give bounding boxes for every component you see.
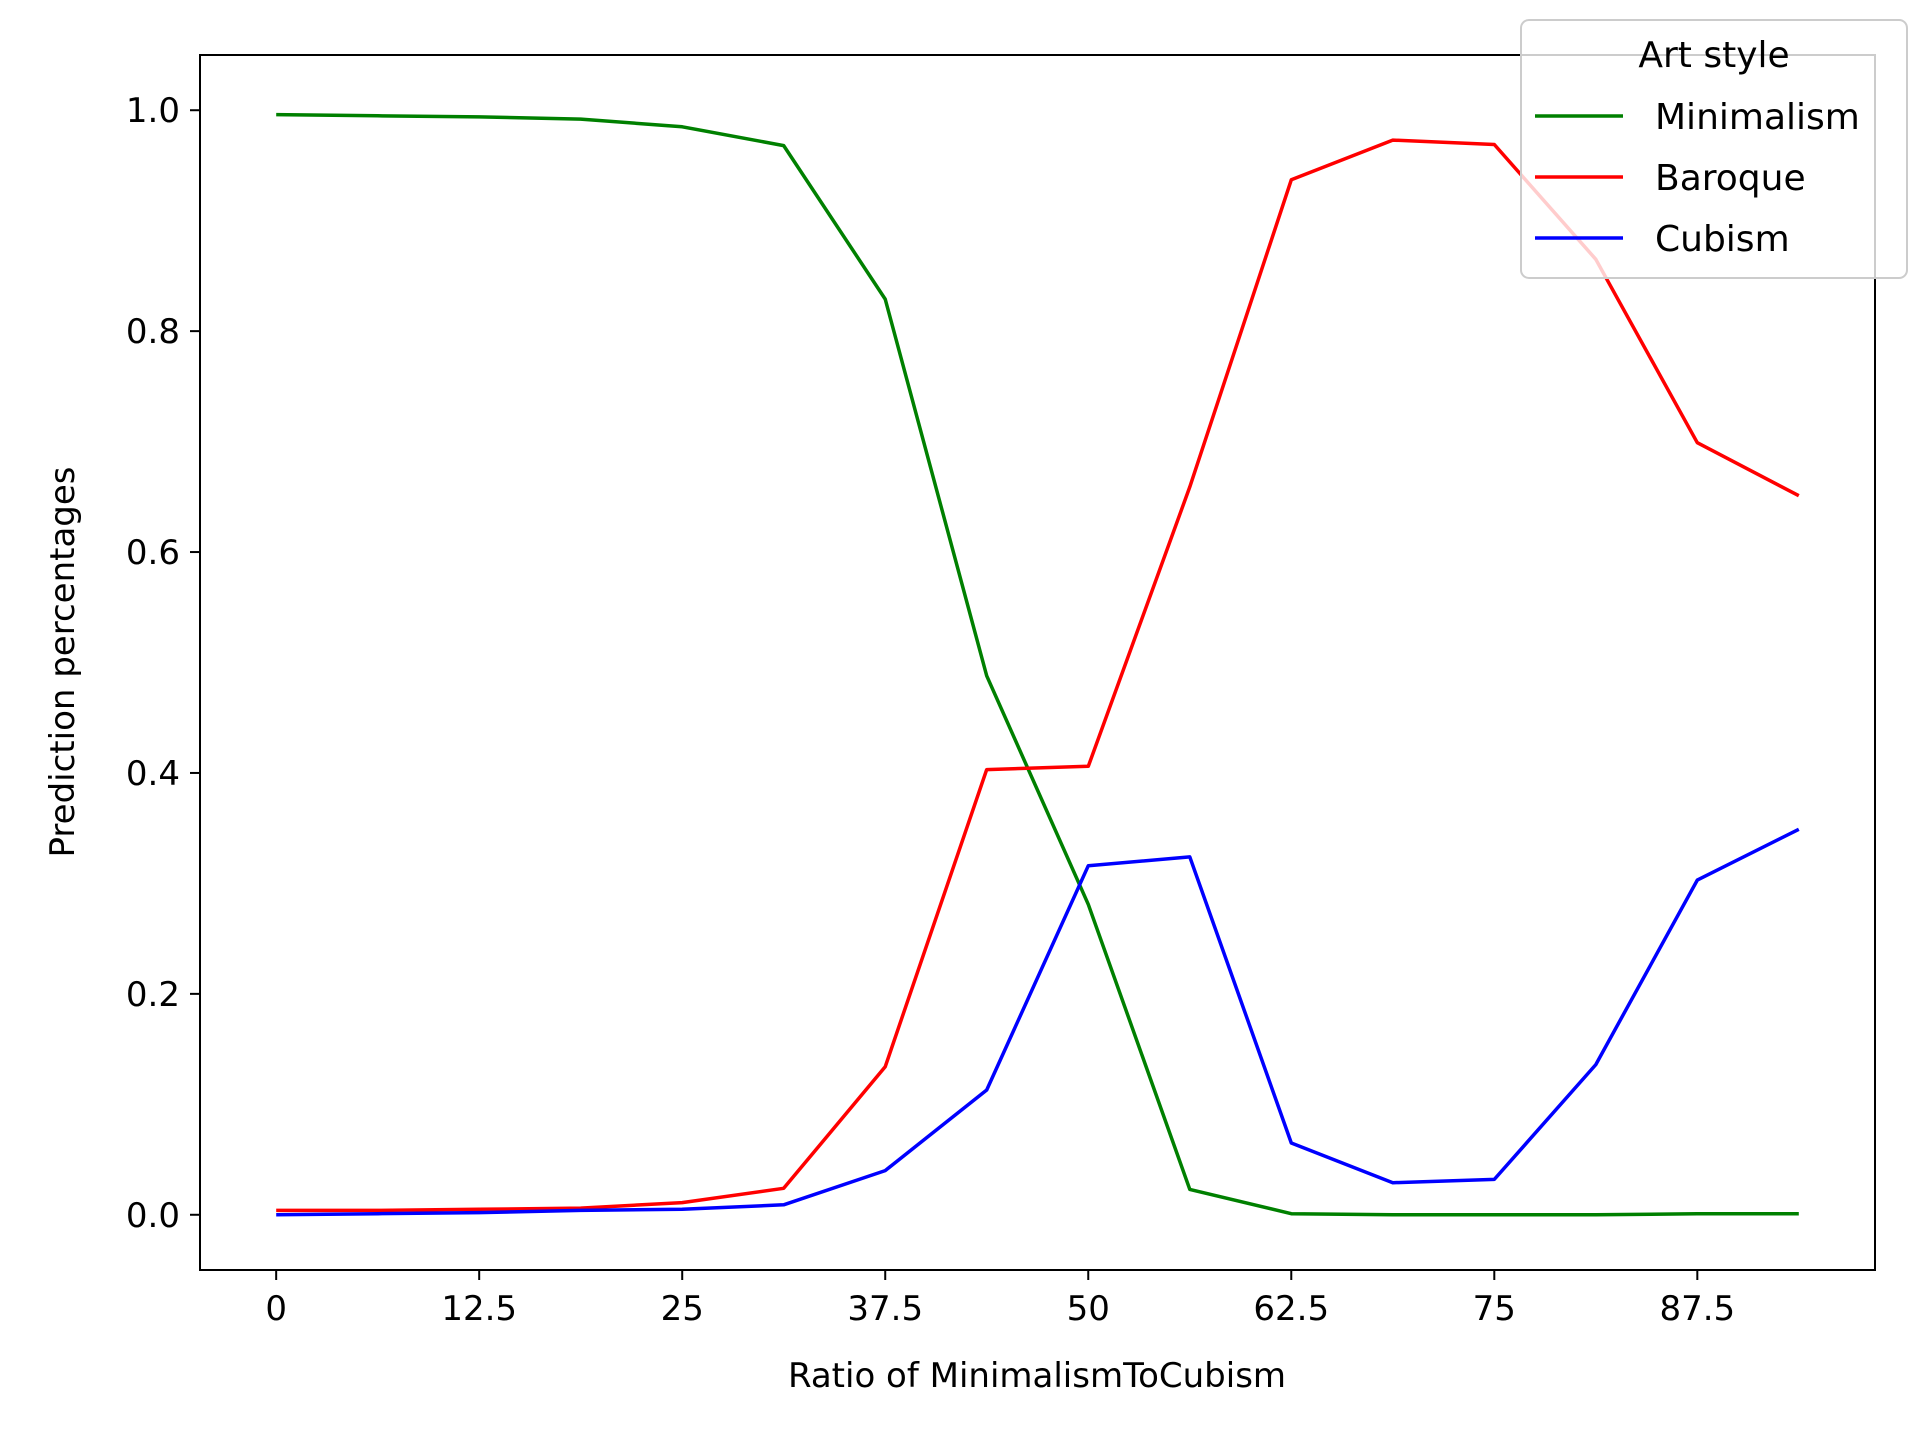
- x-tick-label: 62.5: [1253, 1289, 1329, 1329]
- plot-frame: [199, 54, 1876, 1271]
- x-axis-label: Ratio of MinimalismToCubism: [788, 1356, 1286, 1396]
- x-tick-label: 50: [1067, 1289, 1110, 1329]
- series-line-minimalism: [276, 112, 1799, 1217]
- y-tick-label: 0.4: [126, 754, 180, 794]
- legend-label-minimalism: Minimalism: [1655, 97, 1860, 138]
- y-axis-label: Prediction percentages: [43, 467, 83, 858]
- series-line-cubism: [276, 827, 1800, 1217]
- legend: Art style Minimalism Baroque Cubism: [1520, 19, 1908, 279]
- legend-items: Minimalism Baroque Cubism: [1535, 97, 1860, 260]
- x-tick-label: 12.5: [441, 1289, 517, 1329]
- y-tick-label: 1.0: [126, 91, 180, 131]
- legend-label-cubism: Cubism: [1655, 219, 1790, 260]
- x-tick-label: 0: [265, 1289, 287, 1329]
- x-axis: 0 12.5 25 37.5 50 62.5 75 87.5: [265, 1270, 1735, 1329]
- legend-box: [1520, 19, 1908, 279]
- x-tick-label: 87.5: [1659, 1289, 1735, 1329]
- y-tick-label: 0.8: [126, 312, 180, 352]
- x-tick-label: 75: [1473, 1289, 1516, 1329]
- y-tick-label: 0.0: [126, 1196, 180, 1236]
- legend-label-baroque: Baroque: [1655, 158, 1806, 199]
- x-tick-label: 25: [661, 1289, 704, 1329]
- y-axis: 0.0 0.2 0.4 0.6 0.8 1.0: [126, 91, 200, 1236]
- x-tick-label: 37.5: [847, 1289, 923, 1329]
- legend-title: Art style: [1638, 35, 1789, 76]
- y-tick-label: 0.2: [126, 975, 180, 1015]
- y-tick-label: 0.6: [126, 533, 180, 573]
